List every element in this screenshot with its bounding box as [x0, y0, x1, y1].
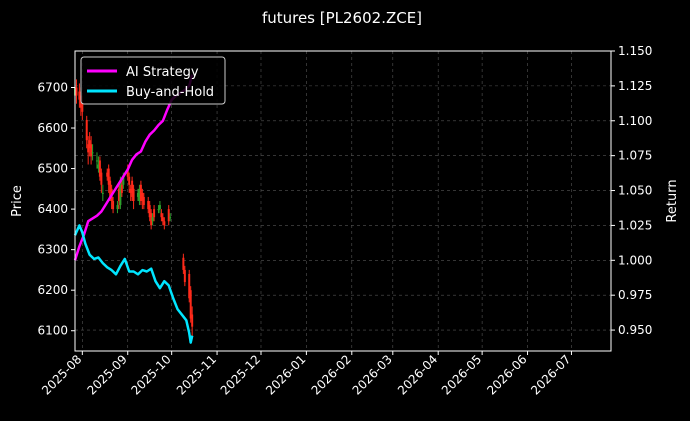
price-bar-body: [150, 213, 153, 226]
price-bar-body: [128, 176, 131, 185]
price-bar-body: [148, 205, 151, 218]
price-bar-body: [98, 160, 101, 177]
x-tick-label: 2026-01: [263, 352, 308, 397]
price-bar-body: [90, 144, 93, 157]
x-tick-label: 2025-09: [84, 352, 129, 397]
price-bar-body: [87, 144, 90, 153]
price-bar-body: [117, 188, 120, 201]
y-tick-label-right: 1.075: [618, 149, 652, 163]
price-bar-body: [189, 290, 192, 319]
price-bar-body: [78, 91, 81, 100]
y-axis-left: 6100 6200 6300 6400 6500 6600 6700: [37, 80, 75, 338]
y-tick-label-left: 6200: [37, 283, 68, 297]
y-axis-label-left: Price: [10, 185, 25, 217]
y-tick-label-right: 1.025: [618, 218, 652, 232]
price-bar-body: [160, 213, 163, 218]
price-bar-body: [167, 209, 170, 222]
series-line-buy-and-hold: [73, 224, 194, 344]
price-bar-body: [191, 314, 194, 327]
y-tick-label-left: 6100: [37, 324, 68, 338]
price-bar-body: [163, 221, 166, 226]
y-tick-label-right: 1.050: [618, 184, 652, 198]
y-tick-label-left: 6300: [37, 243, 68, 257]
price-bar-body: [107, 168, 110, 185]
price-bar-body: [120, 184, 123, 193]
price-bar-body: [158, 205, 161, 210]
price-bar-body: [116, 205, 119, 210]
price-bar-body: [106, 172, 109, 177]
price-bar-body: [91, 152, 94, 154]
plot-frame: [74, 50, 612, 352]
y-tick-label-right: 1.150: [618, 44, 652, 58]
legend: AI Strategy Buy-and-Hold: [80, 56, 226, 105]
price-bar-body: [139, 184, 142, 201]
price-bar-body: [100, 172, 103, 185]
price-bar-body: [157, 209, 160, 211]
y-tick-label-right: 0.975: [618, 288, 652, 302]
price-bar-body: [81, 103, 84, 112]
price-bar-body: [109, 180, 112, 197]
price-bar-body: [151, 217, 154, 222]
price-bar-body: [101, 192, 104, 194]
price-bar-body: [142, 196, 145, 206]
price-bar-body: [183, 269, 186, 283]
y-tick-label-right: 1.125: [618, 79, 652, 93]
y-tick-label-right: 0.950: [618, 323, 652, 337]
price-bar-body: [95, 160, 98, 162]
price-bar-body: [85, 119, 88, 141]
price-bar-body: [138, 188, 141, 201]
price-bar-body: [188, 273, 191, 299]
price-bar-body: [141, 192, 144, 201]
y-tick-label-left: 6700: [37, 80, 68, 94]
price-bar-body: [147, 201, 150, 210]
price-bar-body: [132, 188, 135, 201]
price-bar-body: [75, 87, 78, 96]
chart-title: futures [PL2602.ZCE]: [262, 9, 422, 27]
price-bar-body: [182, 257, 185, 270]
y-axis-right: 0.950 0.975 1.000 1.025 1.050 1.075 1.100 1.125…: [611, 44, 652, 337]
y-tick-label-left: 6400: [37, 202, 68, 216]
y-tick-label-left: 6600: [37, 121, 68, 135]
x-tick-label: 2025-08: [39, 352, 84, 397]
x-tick-label: 2026-05: [439, 352, 484, 397]
x-tick-label: 2026-04: [395, 352, 440, 397]
y-tick-label-left: 6500: [37, 162, 68, 176]
price-bar-body: [161, 217, 164, 222]
x-tick-label: 2026-03: [350, 352, 395, 397]
price-bar-body: [153, 209, 156, 218]
price-bar-body: [97, 164, 100, 169]
y-tick-label-right: 1.100: [618, 114, 652, 128]
price-bar-body: [126, 168, 129, 177]
legend-label-ai-strategy: AI Strategy: [126, 65, 199, 80]
price-bars: [74, 79, 194, 339]
x-tick-label: 2025-12: [218, 352, 263, 397]
x-tick-label: 2026-07: [528, 352, 573, 397]
x-tick-label: 2025-11: [174, 352, 219, 397]
x-tick-label: 2026-02: [309, 352, 354, 397]
price-bar-body: [136, 192, 139, 197]
legend-label-buy-and-hold: Buy-and-Hold: [126, 85, 214, 100]
y-axis-label-right: Return: [665, 179, 680, 222]
price-bar-body: [119, 180, 122, 206]
x-tick-label: 2025-10: [128, 352, 173, 397]
price-bar-body: [122, 176, 125, 185]
x-tick-label: 2026-06: [484, 352, 529, 397]
price-bar-body: [129, 188, 132, 193]
price-bar-body: [112, 201, 115, 210]
price-bar-body: [169, 217, 172, 219]
price-bar-body: [88, 140, 91, 149]
price-bar-body: [131, 180, 134, 197]
y-tick-label-right: 1.000: [618, 253, 652, 267]
